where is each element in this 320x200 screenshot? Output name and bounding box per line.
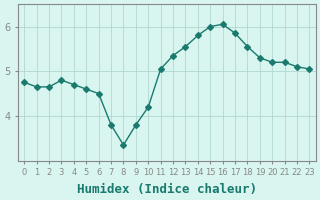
X-axis label: Humidex (Indice chaleur): Humidex (Indice chaleur) <box>77 183 257 196</box>
